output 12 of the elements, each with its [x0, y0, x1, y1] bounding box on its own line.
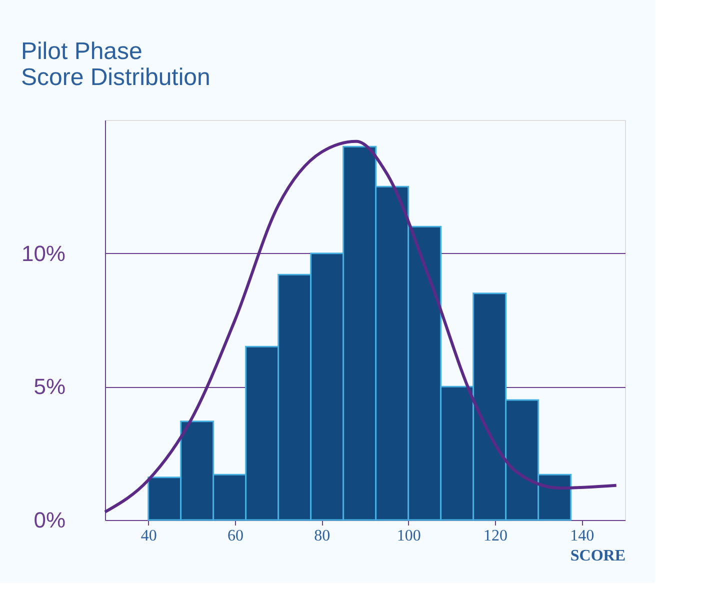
x-tick-label: 80 — [314, 528, 330, 544]
line-series — [104, 140, 618, 514]
chart-title: Pilot Phase Score Distribution — [20, 38, 210, 91]
y-tick-label: 5% — [34, 374, 66, 400]
x-tick-label: 100 — [396, 528, 421, 544]
x-tick-label: 60 — [228, 528, 244, 544]
x-axis-title: SCORE — [570, 548, 626, 564]
x-tick-label: 120 — [484, 528, 508, 544]
y-tick-label: 10% — [21, 240, 66, 266]
x-tick-label: 140 — [570, 528, 594, 544]
y-tick-label: 0% — [34, 508, 66, 532]
x-tick-label: 40 — [140, 528, 157, 544]
